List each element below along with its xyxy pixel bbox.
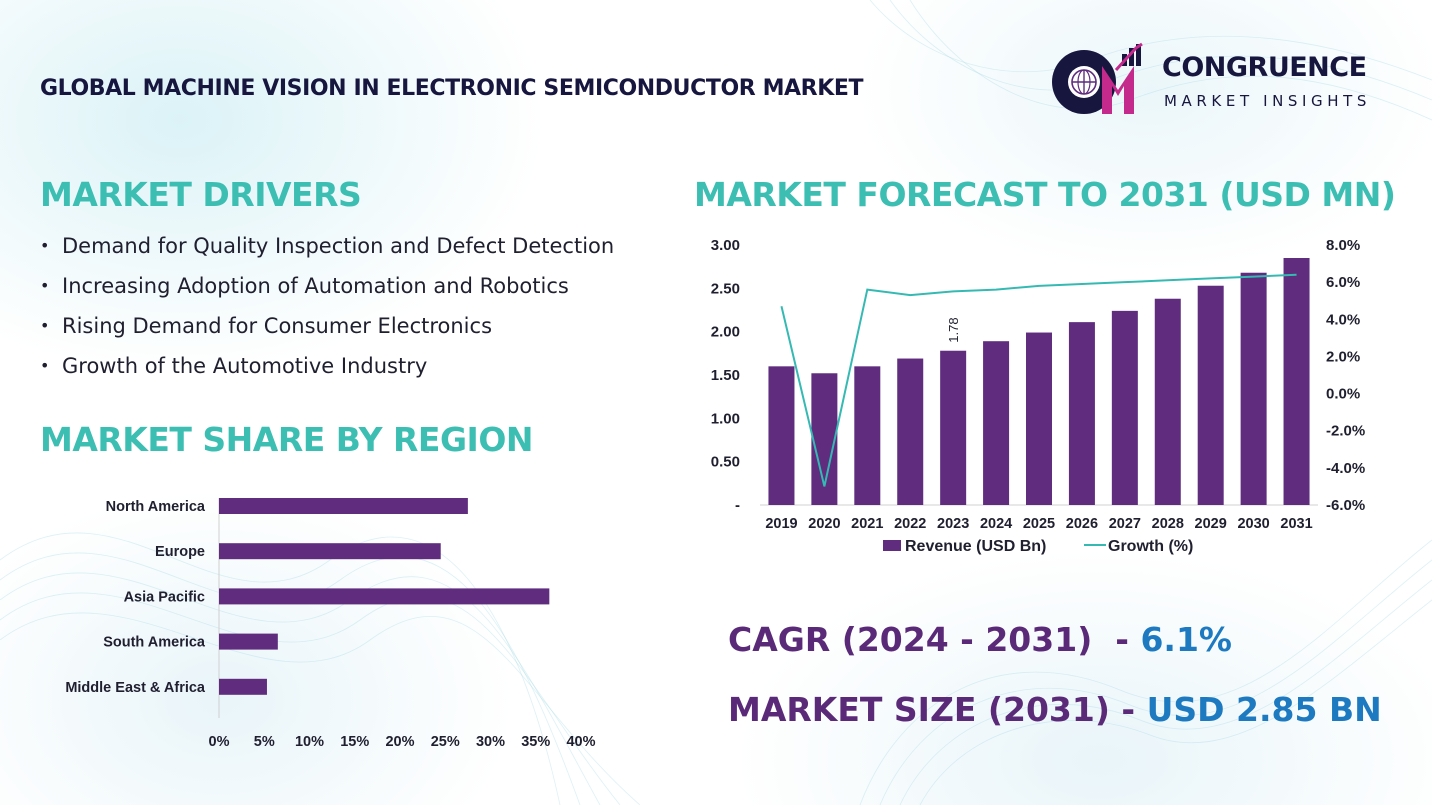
forecast-left-tick: 2.50 [711, 280, 740, 297]
forecast-x-tick: 2031 [1280, 516, 1312, 532]
forecast-x-tick: 2019 [765, 516, 797, 532]
forecast-x-tick: 2030 [1237, 516, 1269, 532]
forecast-x-tick: 2025 [1023, 516, 1055, 532]
market-size-separator: - [1109, 690, 1147, 729]
logo-mark-text: CM [1126, 40, 1128, 41]
forecast-revenue-bar [1026, 332, 1052, 505]
region-x-tick: 40% [566, 734, 595, 750]
forecast-right-tick: 6.0% [1326, 274, 1360, 291]
forecast-revenue-bar [768, 366, 795, 505]
forecast-right-tick: -6.0% [1326, 497, 1365, 514]
forecast-revenue-bar [854, 366, 881, 505]
forecast-x-tick: 2028 [1152, 516, 1184, 532]
drivers-heading: MARKET DRIVERS [40, 175, 362, 214]
forecast-revenue-bar [983, 341, 1010, 505]
forecast-x-tick: 2023 [937, 516, 969, 532]
forecast-revenue-bar [897, 358, 924, 505]
forecast-right-tick: 2.0% [1326, 348, 1360, 365]
cagr-summary: CAGR (2024 - 2031) - 6.1% [728, 620, 1232, 659]
market-size-summary: MARKET SIZE (2031) - USD 2.85 BN [728, 690, 1382, 729]
region-category-label: North America [106, 499, 206, 515]
driver-item: Growth of the Automotive Industry [40, 352, 614, 392]
region-x-tick: 35% [521, 734, 550, 750]
region-heading: MARKET SHARE BY REGION [40, 420, 534, 459]
cagr-value: 6.1% [1140, 620, 1232, 659]
forecast-x-tick: 2021 [851, 516, 883, 532]
forecast-left-tick: 1.50 [711, 367, 740, 384]
region-x-tick: 30% [476, 734, 505, 750]
logo-mark-icon: CM [1052, 40, 1143, 114]
region-category-label: Europe [155, 544, 205, 560]
forecast-x-tick: 2027 [1109, 516, 1141, 532]
region-bar [219, 633, 278, 650]
forecast-revenue-bar [1154, 298, 1181, 505]
driver-item: Rising Demand for Consumer Electronics [40, 312, 614, 352]
forecast-right-tick: 4.0% [1326, 311, 1360, 328]
region-x-tick: 15% [340, 734, 369, 750]
cagr-label: CAGR (2024 - 2031) [728, 620, 1093, 659]
forecast-right-tick: 0.0% [1326, 386, 1360, 403]
forecast-chart: - 0.50 1.00 1.50 2.00 2.50 3.00 -6.0% -4.0% -2.0%… [711, 237, 1365, 555]
forecast-revenue-bar [940, 350, 967, 505]
forecast-x-tick: 2022 [894, 516, 926, 532]
forecast-x-tick: 2024 [980, 516, 1012, 532]
forecast-heading: MARKET FORECAST TO 2031 (USD MN) [694, 175, 1396, 214]
region-x-tick: 5% [254, 734, 275, 750]
logo-subtext: MARKET INSIGHTS [1164, 92, 1372, 110]
region-x-tick: 20% [385, 734, 414, 750]
forecast-left-tick: 1.00 [711, 410, 740, 427]
forecast-revenue-bar [1068, 322, 1095, 505]
legend-revenue-swatch [883, 540, 901, 551]
logo-name: CONGRUENCE [1162, 52, 1367, 83]
region-bar [219, 498, 468, 514]
forecast-left-tick: 3.00 [711, 237, 740, 254]
region-category-label: South America [103, 635, 206, 651]
region-x-tick: 25% [431, 734, 460, 750]
forecast-revenue-bar [1197, 285, 1224, 505]
forecast-right-tick: -4.0% [1326, 460, 1365, 477]
forecast-left-tick: 0.50 [711, 454, 740, 471]
forecast-revenue-bar [1111, 310, 1138, 505]
drivers-list: Demand for Quality Inspection and Defect… [40, 232, 614, 392]
forecast-x-tick: 2026 [1066, 516, 1098, 532]
legend-revenue-label: Revenue (USD Bn) [905, 538, 1046, 555]
forecast-right-tick: -2.0% [1326, 423, 1365, 440]
legend-growth-label: Growth (%) [1108, 538, 1193, 555]
region-category-label: Asia Pacific [124, 589, 205, 605]
forecast-left-tick: - [735, 497, 740, 514]
region-x-tick: 0% [209, 734, 230, 750]
market-size-value: USD 2.85 BN [1146, 690, 1382, 729]
page-title: GLOBAL MACHINE VISION IN ELECTRONIC SEMI… [40, 76, 864, 101]
region-bar [219, 543, 441, 560]
region-category-label: Middle East & Africa [65, 680, 206, 696]
forecast-growth-line [780, 273, 1297, 487]
cagr-separator: - [1092, 620, 1141, 659]
region-x-tick: 10% [295, 734, 324, 750]
region-bar [219, 588, 550, 605]
forecast-x-tick: 2020 [808, 516, 840, 532]
forecast-revenue-bar [1240, 272, 1267, 505]
company-logo: CM CONGRUENCE MARKET INSIGHTS [1046, 40, 1396, 116]
forecast-data-label: 1.78 [946, 317, 961, 342]
forecast-revenue-bar [1283, 258, 1310, 505]
forecast-x-tick: 2029 [1195, 516, 1227, 532]
market-size-label: MARKET SIZE (2031) [728, 690, 1110, 729]
forecast-left-tick: 2.00 [711, 324, 740, 341]
driver-item: Demand for Quality Inspection and Defect… [40, 232, 614, 272]
forecast-right-tick: 8.0% [1326, 237, 1360, 254]
region-share-chart: North America Europe Asia Pacific South Ame… [65, 498, 596, 750]
driver-item: Increasing Adoption of Automation and Ro… [40, 272, 614, 312]
region-bar [219, 678, 267, 695]
